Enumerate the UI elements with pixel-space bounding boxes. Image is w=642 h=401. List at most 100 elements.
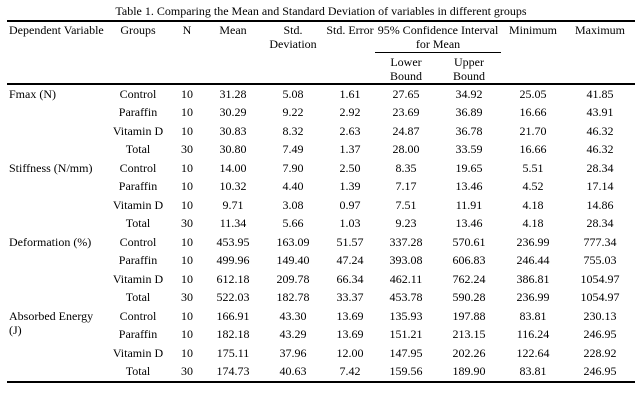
cell-mean: 522.03 [216,290,250,305]
header-std-deviation: Std. Deviation [269,23,317,51]
statistics-table: Dependent Variable Groups N Mean Std. De… [7,20,635,383]
cell-lower: 7.51 [395,197,417,212]
cell-std-deviation: 149.40 [276,253,310,268]
cell-lower: 462.11 [389,271,423,286]
cell-lower: 8.35 [395,160,417,175]
cell-std-deviation: 40.63 [279,364,307,379]
cell-group: Vitamin D [112,271,164,286]
cell-min: 83.81 [519,364,547,379]
cell-mean: 174.73 [216,364,250,379]
cell-mean: 182.18 [216,327,250,342]
cell-std-deviation: 5.08 [282,86,304,101]
table-row: Paraffin 10 499.96 149.40 47.24 393.08 606.83 2… [7,251,635,270]
cell-min: 21.70 [519,123,547,138]
cell-upper: 34.92 [455,86,483,101]
header-dependent-variable: Dependent Variable [9,23,104,37]
cell-std-deviation: 163.09 [276,234,310,249]
header-groups: Groups [120,23,156,37]
cell-max: 755.03 [583,253,617,268]
cell-upper: 36.78 [455,123,483,138]
cell-min: 16.66 [519,105,547,120]
cell-std-error: 47.24 [336,253,364,268]
cell-mean: 499.96 [216,253,250,268]
cell-group: Vitamin D [112,197,164,212]
cell-min: 236.99 [516,234,550,249]
cell-min: 246.44 [516,253,550,268]
cell-n: 10 [181,160,193,175]
cell-upper: 36.89 [455,105,483,120]
cell-n: 10 [181,234,193,249]
header-mean: Mean [219,23,247,37]
cell-lower: 23.69 [392,105,420,120]
cell-group: Control [119,234,157,249]
cell-n: 10 [181,86,193,101]
table-row: Total 30 174.73 40.63 7.42 159.56 189.90 83.81 2… [7,362,635,382]
cell-upper: 197.88 [452,308,486,323]
header-maximum: Maximum [575,23,625,37]
cell-std-error: 1.03 [339,216,361,231]
table-row: Paraffin 10 30.29 9.22 2.92 23.69 36.89 16.66 43… [7,103,635,122]
cell-lower: 337.28 [389,234,423,249]
cell-max: 246.95 [583,327,617,342]
table-row: Fmax (N) Control 10 31.28 5.08 1.61 27.65 34.92… [7,84,635,104]
cell-n: 10 [181,345,193,360]
table-row: Vitamin D 10 175.11 37.96 12.00 147.95 202.26 1… [7,344,635,363]
cell-max: 1054.97 [580,271,620,286]
table-row: Vitamin D 10 612.18 209.78 66.34 462.11 762.24… [7,270,635,289]
table-row: Paraffin 10 10.32 4.40 1.39 7.17 13.46 4.52 17.1… [7,177,635,196]
cell-std-error: 2.92 [339,105,361,120]
cell-min: 122.64 [516,345,550,360]
cell-std-error: 0.97 [339,197,361,212]
cell-group: Paraffin [118,179,158,194]
cell-group: Control [119,160,157,175]
table-row: Total 30 11.34 5.66 1.03 9.23 13.46 4.18 28.34 [7,214,635,233]
cell-min: 83.81 [519,308,547,323]
cell-upper: 213.15 [452,327,486,342]
cell-mean: 10.32 [219,179,247,194]
header-row-1: Dependent Variable Groups N Mean Std. De… [7,21,635,53]
cell-min: 4.18 [522,197,544,212]
cell-upper: 189.90 [452,364,486,379]
cell-mean: 14.00 [219,160,247,175]
cell-max: 28.34 [586,216,614,231]
cell-min: 4.18 [522,216,544,231]
cell-std-deviation: 4.40 [282,179,304,194]
cell-std-error: 12.00 [336,345,364,360]
cell-std-deviation: 43.30 [279,308,307,323]
cell-std-error: 1.37 [339,142,361,157]
header-upper-bound: Upper Bound [452,54,485,83]
table-row: Vitamin D 10 9.71 3.08 0.97 7.51 11.91 4.18 14.8… [7,196,635,215]
cell-mean: 30.29 [219,105,247,120]
cell-group: Control [119,86,157,101]
cell-mean: 612.18 [216,271,250,286]
cell-min: 5.51 [522,160,544,175]
dependent-variable-cell: Absorbed Energy (J) [9,308,94,337]
header-n: N [182,23,192,37]
table-body: Fmax (N) Control 10 31.28 5.08 1.61 27.65 34.92… [7,84,635,382]
cell-n: 10 [181,105,193,120]
cell-std-error: 1.61 [339,86,361,101]
cell-max: 230.13 [583,308,617,323]
cell-upper: 13.46 [455,216,483,231]
cell-std-deviation: 7.49 [282,142,304,157]
cell-max: 17.14 [586,179,614,194]
cell-group: Vitamin D [112,345,164,360]
header-minimum: Minimum [508,23,557,37]
table-header: Dependent Variable Groups N Mean Std. De… [7,21,635,84]
cell-mean: 30.80 [219,142,247,157]
header-confidence-interval: 95% Confidence Interval for Mean [375,21,501,53]
cell-max: 28.34 [586,160,614,175]
table-row: Absorbed Energy (J) Control 10 166.91 43.30 1… [7,307,635,337]
cell-min: 386.81 [516,271,550,286]
cell-n: 10 [181,308,193,323]
cell-group: Total [125,142,151,157]
cell-lower: 9.23 [395,216,417,231]
cell-upper: 13.46 [455,179,483,194]
cell-n: 30 [181,290,193,305]
cell-group: Paraffin [118,105,158,120]
table-row: Paraffin 10 182.18 43.29 13.69 151.21 213.15 11… [7,325,635,344]
cell-lower: 28.00 [392,142,420,157]
cell-upper: 590.28 [452,290,486,305]
cell-upper: 762.24 [452,271,486,286]
cell-upper: 19.65 [455,160,483,175]
